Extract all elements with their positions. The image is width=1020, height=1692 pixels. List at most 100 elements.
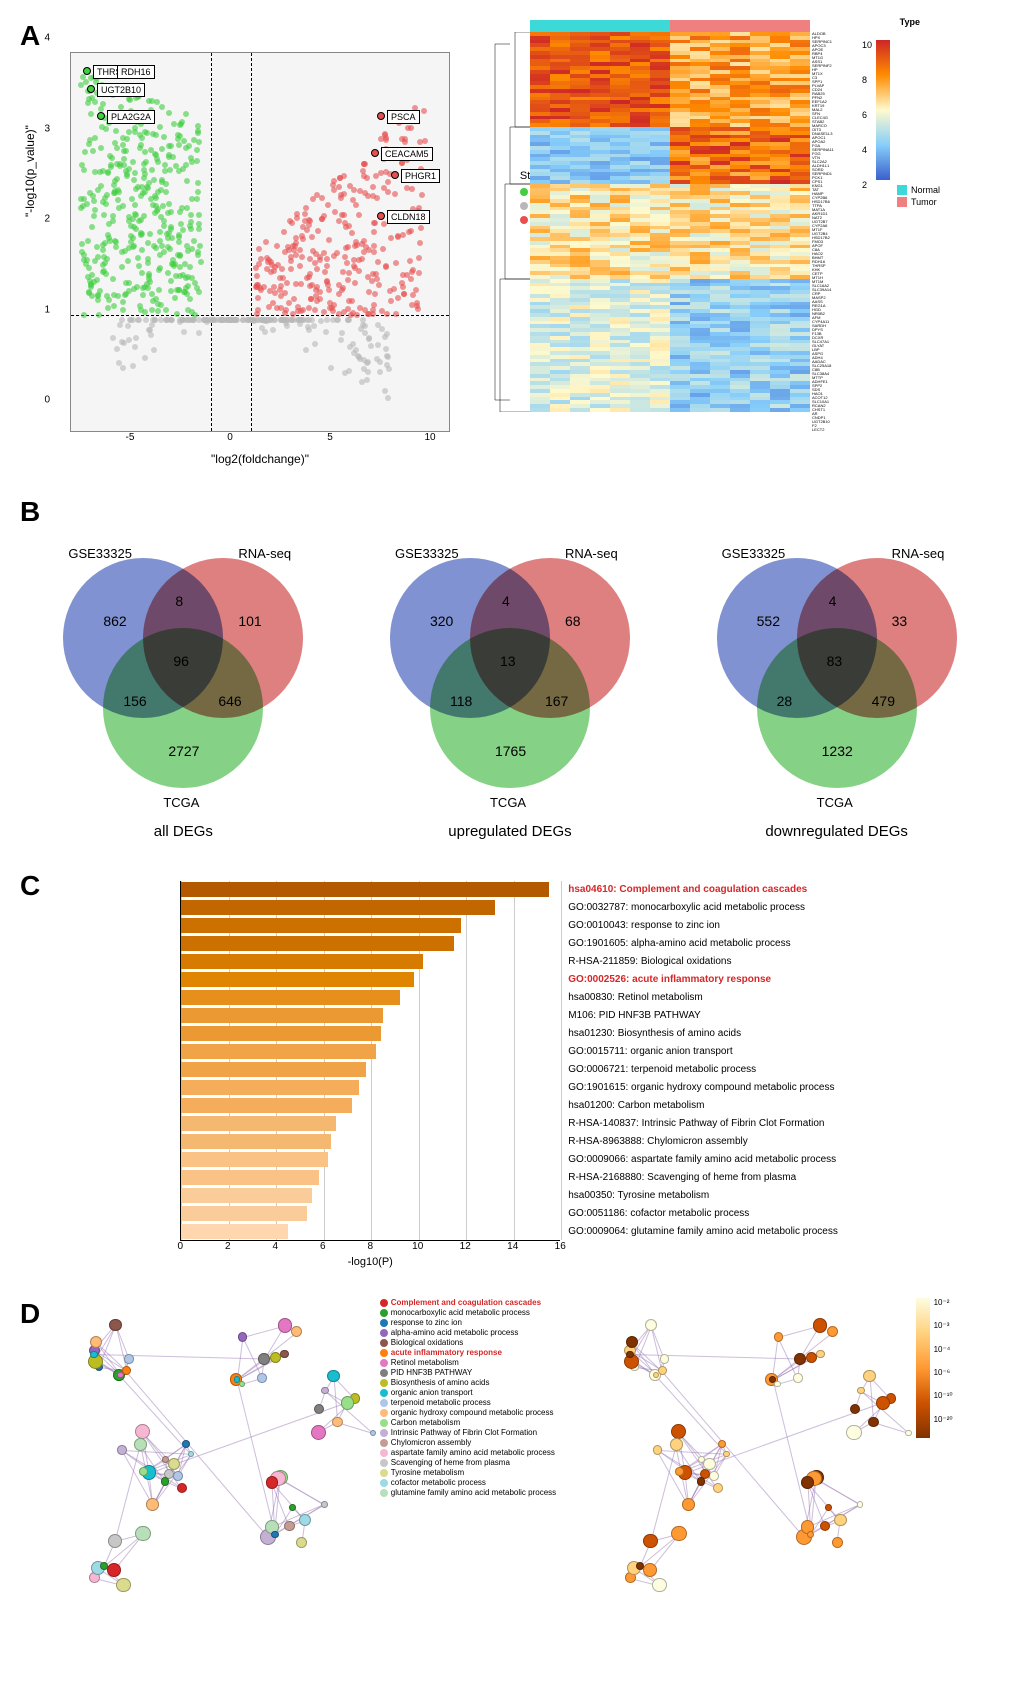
network-legend-item: Scavenging of heme from plasma xyxy=(380,1458,586,1467)
venn-value-c: 1765 xyxy=(495,743,526,759)
network-legend-item: alpha-amino acid metabolic process xyxy=(380,1328,586,1337)
bar-xlabel: -log10(P) xyxy=(180,1256,560,1268)
enrichment-label: hsa00350: Tyrosine metabolism xyxy=(568,1186,838,1204)
enrichment-bar xyxy=(181,1170,319,1185)
heatmap-type-tumor: Tumor xyxy=(897,197,940,207)
enrichment-label: GO:1901615: organic hydroxy compound met… xyxy=(568,1078,838,1096)
gene-label-PSCA: PSCA xyxy=(387,110,420,124)
enrichment-label: hsa01230: Biosynthesis of amino acids xyxy=(568,1024,838,1042)
enrichment-label: GO:0010043: response to zinc ion xyxy=(568,916,838,934)
venn-0: GSE33325RNA-seqTCGA8621012727815664696 xyxy=(33,538,333,818)
enrichment-bar xyxy=(181,1206,307,1221)
enrichment-bar xyxy=(181,1062,366,1077)
enrichment-label: GO:0015711: organic anion transport xyxy=(568,1042,838,1060)
enrichment-label: R-HSA-2168880: Scavenging of heme from p… xyxy=(568,1168,838,1186)
enrichment-label: M106: PID HNF3B PATHWAY xyxy=(568,1006,838,1024)
enrichment-bar xyxy=(181,972,414,987)
enrichment-label: GO:0002526: acute inflammatory response xyxy=(568,970,838,988)
enrichment-bar xyxy=(181,990,400,1005)
heatmap-type-title: Type xyxy=(900,17,920,27)
network-legend-item: Biological oxidations xyxy=(380,1338,586,1347)
network-legend-item: Carbon metabolism xyxy=(380,1418,586,1427)
enrichment-bar-chart xyxy=(180,881,560,1241)
enrichment-bar xyxy=(181,1116,335,1131)
venn-value-bc: 646 xyxy=(218,693,241,709)
panel-a-label: A xyxy=(20,20,470,52)
enrichment-bar xyxy=(181,1026,381,1041)
enrichment-label: R-HSA-140837: Intrinsic Pathway of Fibri… xyxy=(568,1114,838,1132)
network-legend: Complement and coagulation cascadesmonoc… xyxy=(380,1298,586,1598)
network-legend-item: Tyrosine metabolism xyxy=(380,1468,586,1477)
venn-value-c: 2727 xyxy=(168,743,199,759)
network-legend-item: aspartate family amino acid metabolic pr… xyxy=(380,1448,586,1457)
venn-value-b: 33 xyxy=(892,613,908,629)
venn-value-bc: 479 xyxy=(872,693,895,709)
enrichment-label: R-HSA-8963888: Chylomicron assembly xyxy=(568,1132,838,1150)
venn-value-c: 1232 xyxy=(822,743,853,759)
venn-value-ab: 4 xyxy=(829,593,837,609)
enrichment-bar xyxy=(181,882,549,897)
network-legend-item: terpenoid metabolic process xyxy=(380,1398,586,1407)
gene-label-CEACAM5: CEACAM5 xyxy=(381,147,433,161)
enrichment-label: GO:0032787: monocarboxylic acid metaboli… xyxy=(568,898,838,916)
venn-value-a: 320 xyxy=(430,613,453,629)
venn-value-ab: 4 xyxy=(502,593,510,609)
network-legend-item: acute inflammatory response xyxy=(380,1348,586,1357)
heatmap-type-normal: Normal xyxy=(897,185,940,195)
enrichment-label: hsa04610: Complement and coagulation cas… xyxy=(568,880,838,898)
venn-1: GSE33325RNA-seqTCGA320681765411816713 xyxy=(360,538,660,818)
enrichment-bar xyxy=(181,1188,312,1203)
gene-label-PLA2G2A: PLA2G2A xyxy=(107,110,155,124)
venn-value-b: 68 xyxy=(565,613,581,629)
enrichment-bar xyxy=(181,918,461,933)
enrichment-label: hsa01200: Carbon metabolism xyxy=(568,1096,838,1114)
panel-c-label: C xyxy=(20,870,40,1268)
gene-label-RDH16: RDH16 xyxy=(117,65,155,79)
venn-value-a: 552 xyxy=(757,613,780,629)
enrichment-bar xyxy=(181,1080,359,1095)
network-colorbar: 10⁻²10⁻³10⁻⁴10⁻⁶10⁻¹⁰10⁻²⁰ xyxy=(916,1298,1000,1598)
enrichment-bar xyxy=(181,900,495,915)
network-legend-item: organic hydroxy compound metabolic proce… xyxy=(380,1408,586,1417)
enrichment-bar xyxy=(181,1152,328,1167)
venn-title: upregulated DEGs xyxy=(360,823,660,840)
volcano-x-ticks: -50510 xyxy=(70,432,450,447)
venn-title: downregulated DEGs xyxy=(687,823,987,840)
volcano-ylabel: "-log10(p_value)" xyxy=(23,125,37,217)
network-legend-item: glutamine family amino acid metabolic pr… xyxy=(380,1488,586,1497)
volcano-plot: THRSPRDH16UGT2B10PLA2G2APSCACEACAM5PHGR1… xyxy=(70,52,450,432)
gene-label-UGT2B10: UGT2B10 xyxy=(97,83,145,97)
venn-value-abc: 83 xyxy=(827,653,843,669)
enrichment-label: hsa00830: Retinol metabolism xyxy=(568,988,838,1006)
volcano-xlabel: "log2(foldchange)" xyxy=(70,452,450,466)
panel-d-label: D xyxy=(20,1298,40,1598)
enrichment-bar xyxy=(181,1224,288,1239)
network-legend-item: response to zinc ion xyxy=(380,1318,586,1327)
network-legend-item: PID HNF3B PATHWAY xyxy=(380,1368,586,1377)
enrichment-label: GO:0009064: glutamine family amino acid … xyxy=(568,1222,838,1240)
venn-value-a: 862 xyxy=(103,613,126,629)
venn-value-ac: 118 xyxy=(450,693,472,709)
venn-value-bc: 167 xyxy=(545,693,568,709)
venn-value-ac: 28 xyxy=(777,693,793,709)
enrichment-label: GO:0009066: aspartate family amino acid … xyxy=(568,1150,838,1168)
venn-title: all DEGs xyxy=(33,823,333,840)
heatmap: ALDOBHPXSERPINC1APOC3APOERBP4MT1GASS1SER… xyxy=(490,20,920,466)
venn-value-b: 101 xyxy=(238,613,261,629)
network-legend-item: Intrinsic Pathway of Fibrin Clot Formati… xyxy=(380,1428,586,1437)
venn-2: GSE33325RNA-seqTCGA55233123242847983 xyxy=(687,538,987,818)
network-legend-item: Chylomicron assembly xyxy=(380,1438,586,1447)
network-legend-item: monocarboxylic acid metabolic process xyxy=(380,1308,586,1317)
gene-label-PHGR1: PHGR1 xyxy=(401,169,440,183)
enrichment-bar xyxy=(181,936,454,951)
venn-value-abc: 96 xyxy=(173,653,189,669)
network-legend-item: Complement and coagulation cascades xyxy=(380,1298,586,1307)
panel-b-label: B xyxy=(20,496,1000,528)
network-legend-item: cofactor metabolic process xyxy=(380,1478,586,1487)
venn-value-abc: 13 xyxy=(500,653,516,669)
enrichment-bar xyxy=(181,1044,376,1059)
gene-label-CLDN18: CLDN18 xyxy=(387,210,430,224)
enrichment-label: GO:0006721: terpenoid metabolic process xyxy=(568,1060,838,1078)
enrichment-label: GO:1901605: alpha-amino acid metabolic p… xyxy=(568,934,838,952)
network-left xyxy=(60,1298,370,1598)
